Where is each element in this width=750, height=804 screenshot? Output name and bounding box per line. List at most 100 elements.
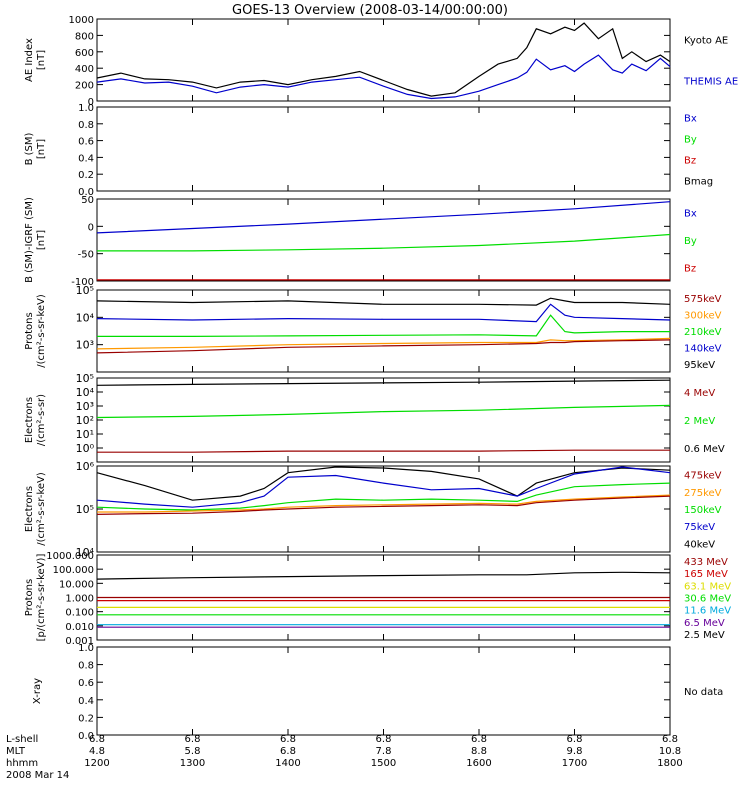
y-tick-label: 10³ (76, 400, 94, 413)
legend-entry: 4 MeV (684, 388, 715, 399)
y-axis-label: /(cm²-s-sr-keV) (36, 472, 47, 546)
series-line-themis-ae (96, 54, 671, 100)
series-line-bx (96, 201, 671, 234)
legend-entry: 30.6 MeV (684, 594, 731, 605)
footer-lshell-value: 6.8 (376, 734, 392, 745)
y-tick-label: 10⁴ (76, 311, 95, 324)
series-line-210kev (97, 314, 670, 337)
legend-entry: 475keV (684, 471, 722, 482)
y-axis-label: Protons (24, 312, 35, 349)
y-tick-label: 1.0 (78, 103, 94, 114)
legend-entry: 63.1 MeV (684, 581, 731, 592)
footer-lshell-value: 6.8 (280, 734, 296, 745)
footer-lshell-value: 6.8 (89, 734, 105, 745)
footer-lshell-value: 6.8 (567, 734, 583, 745)
legend-entry: 95keV (684, 360, 715, 371)
legend-entry: 210keV (684, 327, 722, 338)
footer-hhmm-value: 1500 (371, 758, 396, 769)
series-line-2-mev (96, 404, 671, 419)
panel-frame (96, 18, 671, 102)
legend-entry: 2 MeV (684, 416, 715, 427)
footer-hhmm-value: 1400 (275, 758, 300, 769)
y-tick-label: 0.6 (78, 137, 94, 148)
y-tick-label: 0.100 (65, 608, 94, 619)
y-axis-label: X-ray (32, 678, 43, 704)
legend-entry: 0.6 MeV (684, 444, 725, 455)
legend-entry: 75keV (684, 522, 715, 533)
footer-hhmm-value: 1200 (84, 758, 109, 769)
footer-mlt-value: 6.8 (280, 746, 296, 757)
legend-entry: 165 MeV (684, 569, 728, 580)
y-tick-label: 0.4 (78, 696, 94, 707)
y-tick-label: 400 (75, 64, 94, 75)
footer-mlt-value: 7.8 (376, 746, 392, 757)
footer-mlt-value: 10.8 (659, 746, 681, 757)
footer-mlt-value: 4.8 (89, 746, 105, 757)
series-line-40kev (96, 466, 671, 501)
series-line-by (97, 233, 671, 252)
y-tick-label: -50 (78, 250, 94, 261)
y-axis-label: B (SM)-IGRF (SM) (24, 197, 35, 283)
legend-entry: Bz (684, 156, 696, 167)
legend-entry: Bx (684, 209, 697, 220)
y-tick-label: 800 (75, 31, 94, 42)
y-tick-label: 200 (75, 81, 94, 92)
legend-entry: 6.5 MeV (684, 618, 725, 629)
series-line-150kev (96, 482, 671, 511)
y-tick-label: 1000.000 (46, 551, 94, 562)
y-tick-label: 1.0 (78, 643, 94, 654)
y-axis-label: [nT] (36, 50, 47, 70)
legend-entry: 2.5 MeV (684, 630, 725, 641)
series-line-kyoto-ae (96, 22, 671, 97)
y-tick-label: 0.6 (78, 678, 94, 689)
y-tick-label: 0.8 (78, 120, 94, 131)
y-tick-label: 0.4 (78, 153, 94, 164)
panel-bsm: 0.0 0.2 0.4 0.6 0.8 1.0 B (SM) [nT] Bx By Bz Bmag (24, 103, 713, 198)
series-line-95kev (96, 297, 671, 306)
footer-mlt-value: 5.8 (185, 746, 201, 757)
legend-entry: 275keV (684, 488, 722, 499)
series-line-275kev (97, 494, 671, 513)
y-tick-label: 600 (75, 48, 94, 59)
footer-hhmm-value: 1600 (466, 758, 491, 769)
legend-entry: No data (684, 687, 723, 698)
legend-entry: Bmag (684, 177, 713, 188)
y-tick-label: 0.010 (65, 622, 94, 633)
chart-title: GOES-13 Overview (2008-03-14/00:00:00) (232, 3, 508, 18)
y-tick-label: 10³ (76, 339, 94, 352)
footer-lshell-value: 6.8 (185, 734, 201, 745)
y-tick-label: 10.000 (59, 579, 94, 590)
panel-frame (96, 465, 671, 553)
footer-row-label: hhmm (6, 758, 38, 769)
footer-mlt-value: 8.8 (471, 746, 487, 757)
y-tick-label: 10¹ (76, 428, 94, 441)
y-tick-label: 0 (88, 97, 94, 108)
y-axis-label: [p/(cm²-s-sr-keV)] (36, 554, 47, 642)
footer-mlt-value: 9.8 (567, 746, 583, 757)
y-axis-label: Electrons (24, 486, 35, 532)
legend-entry: By (684, 236, 697, 247)
legend-entry: 150keV (684, 505, 722, 516)
y-tick-label: 10⁵ (76, 372, 94, 385)
y-axis-label: /(cm²-s-sr-keV) (36, 294, 47, 368)
y-tick-label: 10⁰ (76, 442, 95, 455)
series-line-475kev (96, 495, 671, 515)
y-axis-label: Protons (24, 579, 35, 616)
y-tick-label: 0.001 (65, 636, 94, 647)
y-tick-label: 10⁵ (76, 503, 94, 516)
legend-entry: By (684, 135, 697, 146)
y-tick-label: 10⁵ (76, 284, 94, 297)
legend-entry: Bz (684, 263, 696, 274)
y-axis-label: [nT] (36, 139, 47, 159)
y-axis-label: [nT] (36, 230, 47, 250)
panel-protons_kev: 10³ 10⁴ 10⁵ Protons/(cm²-s-sr-keV) 575keV 300… (24, 284, 722, 373)
y-tick-label: 10⁴ (76, 546, 95, 559)
series-line-300kev (96, 337, 671, 350)
panel-frame (96, 106, 671, 192)
legend-entry: 433 MeV (684, 557, 728, 568)
y-tick-label: 0.8 (78, 661, 94, 672)
footer-row-label: 2008 Mar 14 (6, 770, 69, 781)
